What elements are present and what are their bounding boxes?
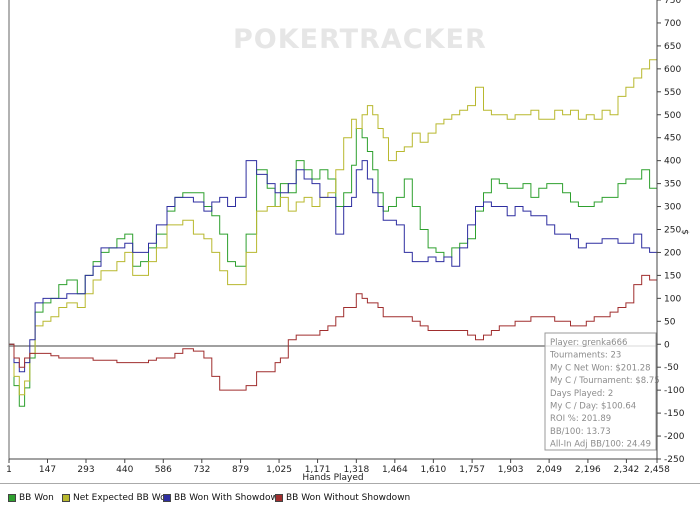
x-tick-label: 1,903 xyxy=(498,465,524,475)
series-line-bb-won-without-showdown xyxy=(9,274,658,391)
series-layer xyxy=(9,50,658,407)
x-tick-label: 2,049 xyxy=(536,465,562,475)
info-box-border xyxy=(544,332,657,451)
y-tick-label: -50 xyxy=(664,363,679,373)
info-box-line: All-In Adj BB/100: 24.49 xyxy=(550,440,651,450)
y-tick-label: 300 xyxy=(664,203,681,213)
watermark-logo: POKERTRACKER xyxy=(233,24,487,55)
y-tick-label: 50 xyxy=(664,317,676,327)
legend-item-bb-won-without-showdown[interactable]: BB Won Without Showdown xyxy=(275,493,410,503)
x-tick-label: 2,458 xyxy=(644,465,670,475)
y-tick-label: 350 xyxy=(664,180,681,190)
x-tick-label: 1,025 xyxy=(266,465,292,475)
y-tick-label: 100 xyxy=(664,294,681,304)
y-tick-label: 450 xyxy=(664,134,681,144)
y-tick-label: 200 xyxy=(664,248,681,258)
y-tick-label: 150 xyxy=(664,271,681,281)
info-box-line: My C / Day: $100.64 xyxy=(550,402,636,412)
y-tick-label: 550 xyxy=(664,88,681,98)
legend-label: Net Expected BB Won xyxy=(73,493,172,503)
x-axis-title: Hands Played xyxy=(302,473,363,483)
x-tick-label: 1,318 xyxy=(343,465,369,475)
x-tick-label: 1,757 xyxy=(459,465,485,475)
info-box-line: My C / Tournament: $8.75 xyxy=(550,376,660,386)
series-line-net-expected-bb-won xyxy=(9,50,658,396)
x-tick-label: 732 xyxy=(193,465,210,475)
x-tick-label: 1,610 xyxy=(420,465,446,475)
info-box-line: Days Played: 2 xyxy=(550,389,613,399)
x-tick-label: 1 xyxy=(6,465,12,475)
y-tick-label: 0 xyxy=(664,340,670,350)
legend-label: BB Won xyxy=(19,493,54,503)
series-line-bb-won-with-showdown xyxy=(9,160,657,373)
legend-item-bb-won[interactable]: BB Won xyxy=(8,493,54,503)
x-tick-label: 879 xyxy=(232,465,249,475)
y-tick-label: 500 xyxy=(664,111,681,121)
legend-item-net-expected-bb-won[interactable]: Net Expected BB Won xyxy=(62,493,171,503)
x-tick-label: 1,464 xyxy=(382,465,408,475)
info-box-line: My C Net Won: $201.28 xyxy=(550,363,651,373)
y-tick-label: 250 xyxy=(664,226,681,236)
info-box-line: Player: grenka666 xyxy=(550,338,627,348)
y-tick-label: 750 xyxy=(664,0,681,6)
info-box-line: BB/100: 13.73 xyxy=(550,427,611,437)
x-tick-label: 147 xyxy=(39,465,56,475)
y-tick-label: -250 xyxy=(664,455,685,465)
legend: BB Won Net Expected BB Won BB Won With Sho… xyxy=(0,483,700,511)
legend-label: BB Won Without Showdown xyxy=(286,493,411,503)
y-tick-label: 700 xyxy=(664,19,681,29)
y-tick-label: -200 xyxy=(664,432,685,442)
x-tick-label: 293 xyxy=(77,465,94,475)
x-tick-label: 2,196 xyxy=(575,465,601,475)
x-tick-label: 586 xyxy=(155,465,172,475)
legend-item-bb-won-with-showdown[interactable]: BB Won With Showdown xyxy=(163,493,284,503)
info-box-line: ROI %: 201.89 xyxy=(550,414,611,424)
y-tick-label: -150 xyxy=(664,409,685,419)
legend-swatch xyxy=(8,494,16,502)
x-ticks: 1 147 293 440 586 732 879 1,025 1,171 1,318 1,464 1… xyxy=(6,459,670,475)
y-tick-label: 650 xyxy=(664,42,681,52)
x-tick-label: 440 xyxy=(116,465,133,475)
info-box: Player: grenka666 Tournaments: 23 My C Net… xyxy=(544,332,660,451)
legend-swatch xyxy=(163,494,171,502)
x-tick-label: 2,342 xyxy=(614,465,640,475)
y-tick-label: 600 xyxy=(664,65,681,75)
legend-label: BB Won With Showdown xyxy=(174,493,284,503)
y-axis-title: $ xyxy=(681,229,691,235)
info-box-line: Tournaments: 23 xyxy=(549,351,621,361)
y-ticks: 7507006506005505004504003503002502001501… xyxy=(657,0,685,465)
legend-swatch xyxy=(275,494,283,502)
y-tick-label: -100 xyxy=(664,386,685,396)
y-tick-label: 400 xyxy=(664,157,681,167)
legend-swatch xyxy=(62,494,70,502)
x-tick-label: 1,171 xyxy=(305,465,331,475)
chart: POKERTRACKER Player: grenka666 Tournament… xyxy=(6,0,691,483)
